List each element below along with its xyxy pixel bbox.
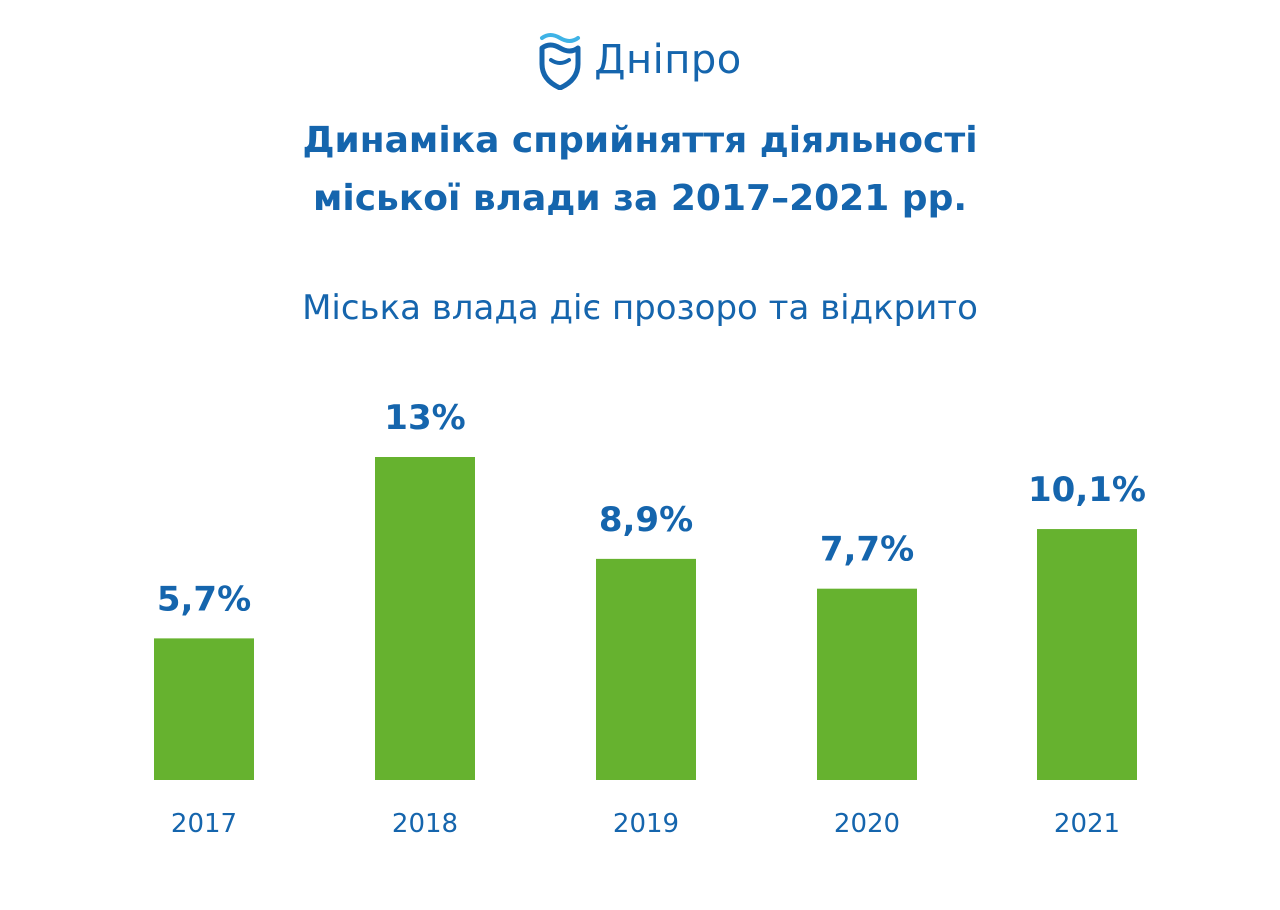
value-label-2021: 10,1% <box>1028 470 1146 510</box>
title-line-2: міської влади за 2017–2021 рр. <box>312 178 968 219</box>
value-label-2018: 13% <box>384 398 465 438</box>
bar-2018 <box>375 457 475 780</box>
x-tick-label-2018: 2018 <box>392 809 458 839</box>
value-label-2019: 8,9% <box>599 500 693 540</box>
value-label-2020: 7,7% <box>820 530 914 570</box>
bar-2017 <box>154 638 254 780</box>
logo-text: Дніпро <box>594 37 742 83</box>
bar-2021 <box>1037 529 1137 780</box>
city-logo: Дніпро <box>0 30 1280 90</box>
x-tick-label-2017: 2017 <box>171 809 237 839</box>
chart-title: Міська влада діє прозоро та відкрито <box>302 288 978 328</box>
page-title: Динаміка сприйняття діяльності міської в… <box>0 112 1280 228</box>
x-tick-label-2021: 2021 <box>1054 809 1120 839</box>
value-label-2017: 5,7% <box>157 579 251 619</box>
bar-chart: 5,7% 2017 13% 2018 8,9% 2019 7,7% 2020 10,1% 2021 <box>154 398 1146 839</box>
x-tick-label-2020: 2020 <box>834 809 900 839</box>
title-line-1: Динаміка сприйняття діяльності <box>302 120 978 161</box>
bar-2019 <box>596 558 696 780</box>
bar-2020 <box>817 588 917 780</box>
x-tick-label-2019: 2019 <box>613 809 679 839</box>
shield-wave-icon <box>539 33 581 90</box>
